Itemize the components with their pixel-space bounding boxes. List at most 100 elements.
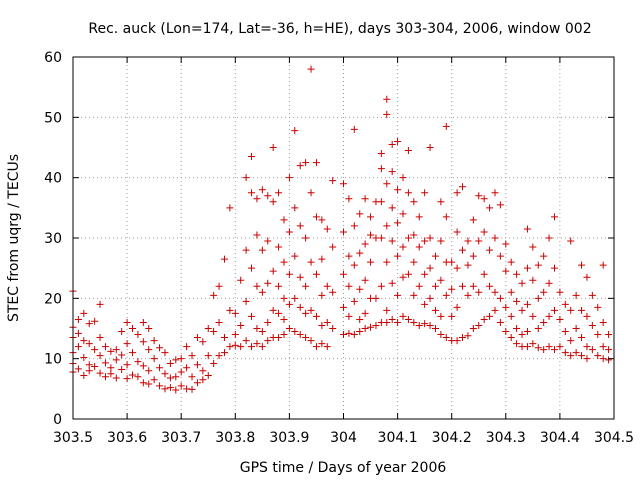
data-point bbox=[496, 252, 504, 260]
data-point bbox=[302, 159, 310, 167]
data-point bbox=[561, 300, 569, 308]
data-point bbox=[550, 264, 558, 272]
data-point bbox=[340, 270, 347, 278]
data-point bbox=[523, 343, 531, 351]
data-point bbox=[296, 162, 304, 170]
data-point bbox=[421, 300, 429, 308]
data-point bbox=[253, 325, 261, 332]
data-point bbox=[231, 309, 239, 317]
data-point bbox=[475, 192, 483, 200]
data-point bbox=[496, 318, 504, 326]
data-point bbox=[188, 352, 196, 360]
data-point bbox=[383, 258, 391, 266]
data-point bbox=[183, 364, 191, 372]
data-point bbox=[534, 325, 542, 332]
data-point bbox=[264, 318, 272, 326]
data-point bbox=[556, 315, 564, 323]
data-point bbox=[399, 273, 407, 281]
data-point bbox=[215, 318, 223, 326]
data-point bbox=[112, 346, 120, 354]
data-point bbox=[237, 343, 245, 351]
data-point bbox=[101, 359, 109, 367]
data-point bbox=[523, 300, 531, 308]
data-point bbox=[296, 303, 304, 311]
data-point bbox=[269, 144, 277, 151]
data-point bbox=[486, 246, 494, 254]
data-point bbox=[258, 246, 266, 254]
data-point bbox=[567, 352, 575, 360]
data-point bbox=[388, 279, 396, 287]
data-point bbox=[502, 267, 510, 275]
data-point bbox=[275, 243, 283, 251]
data-point bbox=[307, 337, 315, 345]
data-point bbox=[459, 282, 467, 290]
data-point bbox=[199, 338, 207, 346]
data-point bbox=[599, 261, 607, 269]
data-point bbox=[242, 297, 250, 305]
data-point bbox=[388, 237, 396, 245]
data-point bbox=[523, 264, 531, 272]
x-tick-label: 303.6 bbox=[107, 430, 147, 446]
data-point bbox=[605, 356, 613, 364]
data-point bbox=[291, 252, 299, 260]
data-point bbox=[431, 282, 439, 290]
data-point bbox=[404, 234, 412, 242]
data-point bbox=[248, 264, 256, 272]
y-tick-label: 40 bbox=[44, 171, 62, 187]
data-point bbox=[426, 321, 434, 329]
data-point bbox=[285, 228, 293, 236]
data-point bbox=[534, 261, 542, 269]
data-point bbox=[329, 288, 337, 296]
data-point bbox=[453, 189, 461, 197]
data-point bbox=[91, 346, 99, 354]
data-point bbox=[74, 315, 82, 323]
data-point bbox=[410, 198, 418, 206]
data-point bbox=[302, 234, 310, 242]
data-point bbox=[123, 361, 131, 369]
data-point bbox=[567, 306, 575, 314]
data-point bbox=[177, 355, 185, 363]
data-point bbox=[491, 306, 499, 314]
data-point bbox=[350, 261, 358, 269]
data-point bbox=[166, 374, 174, 382]
data-point bbox=[556, 288, 564, 296]
y-tick-label: 30 bbox=[44, 231, 62, 247]
data-point bbox=[448, 258, 456, 266]
data-point bbox=[394, 137, 402, 145]
x-axis-label: GPS time / Days of year 2006 bbox=[240, 460, 447, 476]
x-tick-label: 303.5 bbox=[53, 430, 93, 446]
data-point bbox=[318, 255, 326, 263]
data-point bbox=[480, 270, 488, 278]
data-point bbox=[150, 376, 158, 384]
x-tick-label: 303.9 bbox=[269, 430, 309, 446]
data-point bbox=[410, 318, 418, 326]
ticks-layer: 303.5 303.6 303.7 303.8 303.9 304 304.1 304.2 30… bbox=[44, 50, 634, 446]
data-point bbox=[367, 213, 375, 221]
data-point bbox=[431, 306, 439, 314]
data-point bbox=[421, 270, 429, 278]
data-point bbox=[193, 361, 201, 369]
data-point bbox=[80, 309, 88, 317]
data-point bbox=[248, 343, 256, 351]
data-point bbox=[513, 297, 521, 305]
data-point bbox=[507, 334, 515, 342]
data-point bbox=[150, 355, 158, 363]
data-point bbox=[204, 325, 212, 332]
data-point bbox=[269, 267, 277, 275]
data-point bbox=[437, 312, 445, 320]
data-point bbox=[367, 323, 375, 331]
data-point bbox=[237, 276, 245, 284]
data-point bbox=[410, 291, 418, 299]
data-point bbox=[507, 258, 515, 266]
data-point bbox=[459, 246, 467, 254]
data-point bbox=[107, 347, 115, 355]
data-point bbox=[578, 352, 586, 360]
data-point bbox=[188, 373, 196, 381]
data-point bbox=[199, 367, 207, 375]
data-point bbox=[583, 273, 591, 281]
y-tick-label: 0 bbox=[53, 412, 62, 428]
data-point bbox=[129, 349, 137, 357]
data-point bbox=[404, 189, 412, 197]
data-point bbox=[594, 352, 602, 360]
data-point bbox=[172, 386, 180, 394]
